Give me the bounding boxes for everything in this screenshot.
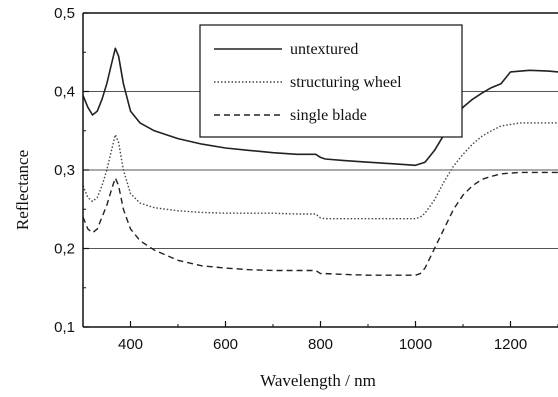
legend: untextured structuring wheel single blade <box>199 24 463 138</box>
x-tick-label: 800 <box>308 336 333 353</box>
y-tick-label: 0,5 <box>54 5 75 22</box>
x-tick-label: 600 <box>213 336 238 353</box>
legend-label: single blade <box>290 107 367 124</box>
y-tick-label: 0,4 <box>54 84 75 101</box>
y-tick-label: 0,1 <box>54 319 75 336</box>
tick-labels: 400 600 800 1000 1200 0,1 0,2 0,3 0,4 0,5 <box>54 5 558 353</box>
x-axis-title: Wavelength / nm <box>260 371 376 390</box>
series-line-untextured <box>82 47 558 167</box>
x-tick-label: 1200 <box>494 336 527 353</box>
legend-label: structuring wheel <box>290 74 402 91</box>
series-line-structuring-wheel <box>82 122 558 220</box>
series-lines <box>82 47 558 276</box>
legend-box <box>199 24 463 138</box>
y-tick-label: 0,3 <box>54 162 75 179</box>
x-tick-label: 1000 <box>399 336 432 353</box>
legend-label: untextured <box>290 41 358 58</box>
y-axis-title: Reflectance <box>13 150 32 230</box>
x-tick-label: 400 <box>118 336 143 353</box>
series-line-single-blade <box>82 171 558 276</box>
y-tick-label: 0,2 <box>54 241 75 258</box>
